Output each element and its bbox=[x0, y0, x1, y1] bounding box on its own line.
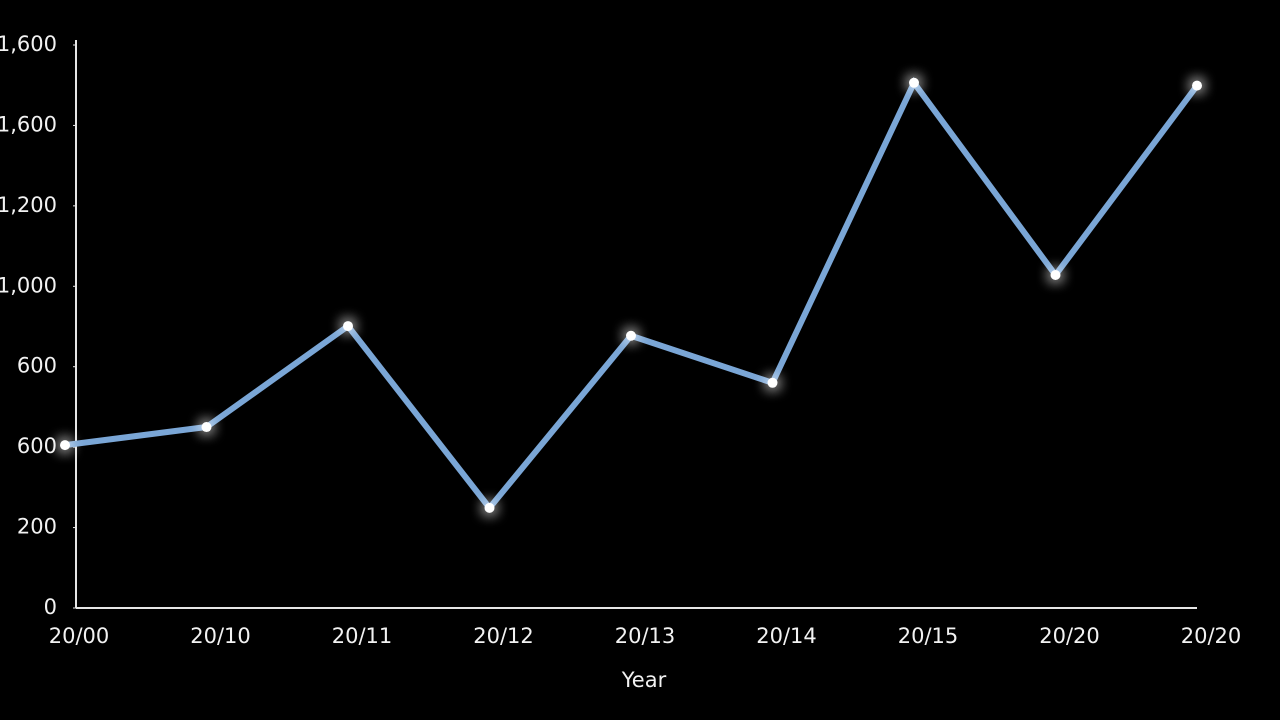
y-tick-label: 600 bbox=[17, 354, 57, 378]
y-tick-label: 1,600 bbox=[0, 32, 57, 56]
x-tick-label: 20/11 bbox=[332, 624, 393, 648]
data-point bbox=[484, 502, 495, 513]
data-point bbox=[626, 330, 636, 341]
x-tick-label: 20/00 bbox=[49, 624, 110, 648]
x-axis-title: Year bbox=[621, 668, 667, 692]
y-tick-label: 1,000 bbox=[0, 273, 57, 297]
data-point bbox=[343, 321, 353, 332]
y-tick-label: 600 bbox=[17, 434, 57, 458]
y-tick-label: 1,600 bbox=[0, 112, 57, 136]
x-tick-label: 20/20 bbox=[1181, 624, 1242, 648]
x-tick-label: 20/14 bbox=[756, 624, 817, 648]
y-tick-label: 200 bbox=[17, 515, 57, 539]
data-point bbox=[1050, 270, 1061, 281]
x-tick-label: 20/13 bbox=[615, 624, 676, 648]
x-tick-label: 20/10 bbox=[190, 624, 251, 648]
data-point bbox=[60, 440, 70, 451]
x-tick-label: 20/12 bbox=[473, 624, 534, 648]
y-tick-label: 0 bbox=[44, 595, 57, 619]
x-tick-label: 20/15 bbox=[898, 624, 959, 648]
data-point bbox=[1192, 80, 1202, 91]
data-point bbox=[201, 422, 212, 433]
x-tick-label: 20/20 bbox=[1039, 624, 1100, 648]
y-tick-label: 1,200 bbox=[0, 193, 57, 217]
data-point bbox=[909, 77, 919, 88]
data-point bbox=[767, 377, 778, 388]
